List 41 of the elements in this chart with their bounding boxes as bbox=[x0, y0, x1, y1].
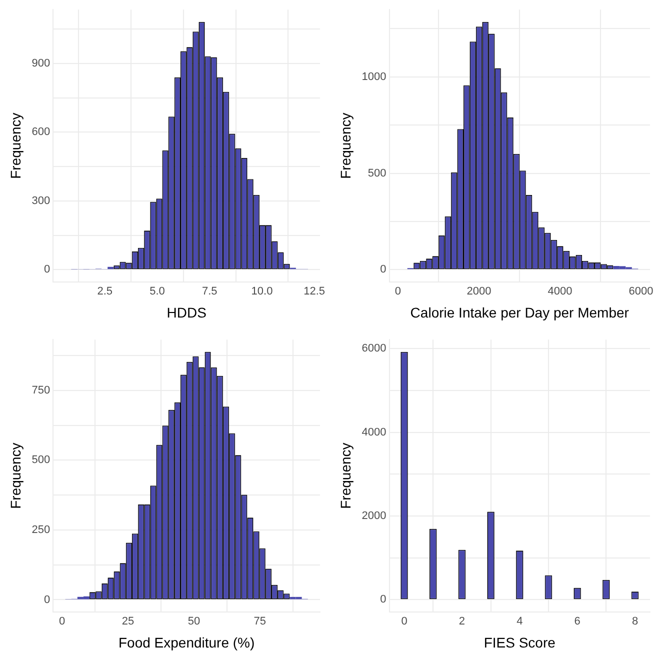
y-tick-label: 500 bbox=[368, 167, 386, 180]
x-tick-label: 8 bbox=[632, 616, 638, 628]
x-tick-label: 4 bbox=[516, 616, 523, 628]
y-tick-label: 6000 bbox=[362, 342, 386, 355]
y-axis-title: Frequency bbox=[7, 442, 24, 509]
x-tick-label: 10.0 bbox=[251, 286, 273, 298]
y-tick-label: 4000 bbox=[362, 426, 386, 438]
y-tick-label: 2000 bbox=[362, 510, 386, 522]
x-tick-label: 50 bbox=[188, 616, 200, 628]
x-tick-label: 7.5 bbox=[202, 286, 218, 298]
y-tick-label: 500 bbox=[32, 454, 50, 466]
y-tick-label: 300 bbox=[32, 194, 50, 207]
y-tick-label: 250 bbox=[32, 524, 50, 536]
y-tick-label: 0 bbox=[44, 594, 50, 606]
x-tick-label: 75 bbox=[254, 616, 266, 628]
y-tick-label: 750 bbox=[32, 384, 50, 396]
x-tick-label: 0 bbox=[59, 616, 66, 628]
y-tick-label: 0 bbox=[380, 594, 386, 606]
y-tick-label: 600 bbox=[32, 126, 50, 138]
y-tick-label: 900 bbox=[32, 57, 50, 70]
x-tick-label: 6 bbox=[574, 616, 580, 628]
x-tick-label: 4000 bbox=[548, 286, 572, 298]
y-tick-label: 0 bbox=[380, 264, 386, 276]
x-tick-label: 5.0 bbox=[150, 286, 165, 298]
y-axis-title: Frequency bbox=[337, 442, 354, 509]
y-tick-label: 1000 bbox=[362, 70, 386, 83]
x-axis-title: Calorie Intake per Day per Member bbox=[410, 304, 630, 320]
x-tick-label: 12.5 bbox=[304, 286, 326, 298]
x-tick-label: 2 bbox=[458, 616, 466, 628]
x-tick-label: 2.5 bbox=[97, 286, 113, 298]
x-tick-label: 25 bbox=[122, 616, 134, 628]
x-tick-label: 2000 bbox=[466, 286, 492, 298]
x-tick-label: 6000 bbox=[628, 286, 654, 298]
x-axis-title: Food Expenditure (%) bbox=[118, 634, 255, 650]
x-tick-label: 0 bbox=[401, 616, 408, 628]
x-tick-label: 0 bbox=[394, 286, 402, 298]
y-tick-label: 0 bbox=[44, 264, 50, 276]
y-axis-title: Frequency bbox=[7, 112, 24, 179]
y-axis-title: Frequency bbox=[337, 112, 354, 179]
x-axis-title: HDDS bbox=[166, 304, 206, 320]
x-axis-title: FIES Score bbox=[484, 634, 556, 650]
